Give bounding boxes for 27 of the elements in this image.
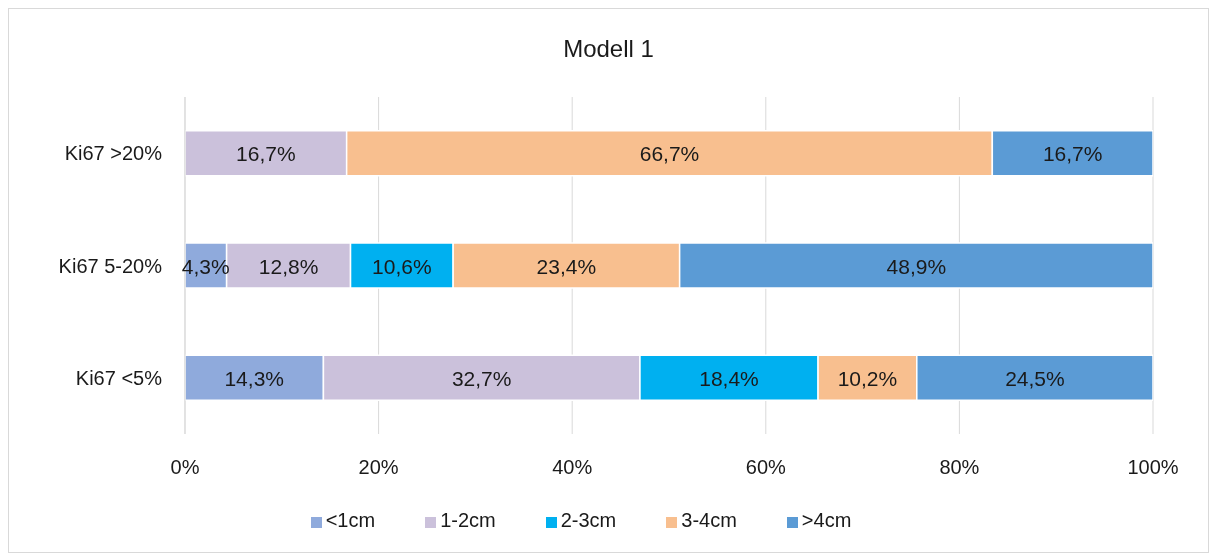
data-label: 48,9%	[886, 254, 947, 278]
x-tick-label: 100%	[1127, 456, 1179, 479]
y-tick-label: Ki67 >20%	[64, 142, 163, 165]
data-label: 12,8%	[258, 254, 319, 278]
legend-label: 3-4cm	[681, 509, 737, 531]
data-label: 10,6%	[372, 254, 432, 278]
data-label: 23,4%	[536, 254, 597, 278]
data-label: 18,4%	[699, 366, 759, 390]
y-tick-label: Ki67 <5%	[75, 366, 163, 389]
legend-label: 2-3cm	[560, 509, 617, 531]
data-label: 66,7%	[639, 141, 700, 165]
data-label: 24,5%	[1005, 366, 1065, 390]
y-tick-label: Ki67 5-20%	[58, 254, 163, 277]
data-label: 16,7%	[236, 141, 296, 165]
legend-label: >4cm	[801, 509, 852, 531]
chart-title: Modell 1	[563, 35, 654, 62]
data-label: 16,7%	[1042, 141, 1103, 165]
x-tick-label: 20%	[358, 456, 399, 479]
legend-label: 1-2cm	[440, 509, 496, 531]
x-tick-label: 80%	[939, 456, 980, 479]
legend-label: <1cm	[325, 509, 376, 531]
x-tick-label: 40%	[552, 456, 593, 479]
data-label: 32,7%	[451, 366, 512, 390]
x-tick-label: 0%	[170, 456, 200, 479]
data-label: 10,2%	[837, 366, 898, 390]
x-tick-label: 60%	[745, 456, 787, 479]
data-label: 14,3%	[224, 366, 284, 390]
